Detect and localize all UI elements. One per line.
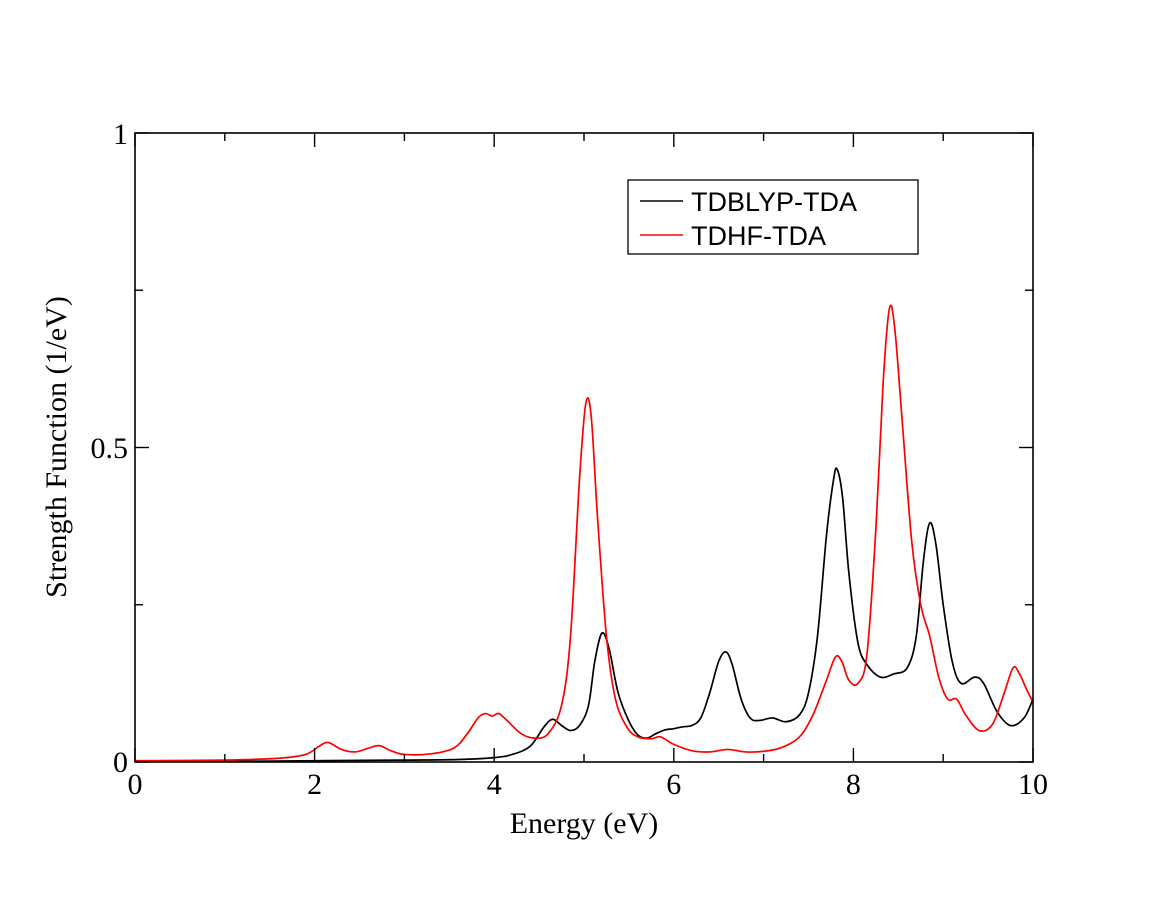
ticks-layer xyxy=(134,132,1034,763)
series-layer xyxy=(134,304,1034,763)
y-axis-title: Strength Function (1/eV) xyxy=(40,296,73,598)
series-line-tdblyp-tda xyxy=(134,467,1034,763)
y-tick-label: 0.5 xyxy=(91,432,129,465)
x-tick-labels: 0 2 4 6 8 10 xyxy=(128,768,1049,801)
legend: TDBLYP-TDA TDHF-TDA xyxy=(627,179,919,255)
legend-box xyxy=(627,179,919,255)
series-line-tdhf-tda xyxy=(134,304,1034,762)
y-tick-labels: 0 0.5 1 xyxy=(91,118,129,779)
x-tick-label: 4 xyxy=(487,768,502,801)
x-tick-label: 8 xyxy=(846,768,861,801)
x-tick-label: 2 xyxy=(307,768,322,801)
x-tick-label: 6 xyxy=(666,768,681,801)
legend-label-tdblyp: TDBLYP-TDA xyxy=(691,187,857,217)
legend-label-tdhf: TDHF-TDA xyxy=(691,221,826,251)
x-axis-title: Energy (eV) xyxy=(510,807,659,840)
x-tick-label: 10 xyxy=(1018,768,1048,801)
y-tick-label: 0 xyxy=(113,746,128,779)
y-tick-label: 1 xyxy=(113,118,128,151)
x-tick-label: 0 xyxy=(128,768,143,801)
